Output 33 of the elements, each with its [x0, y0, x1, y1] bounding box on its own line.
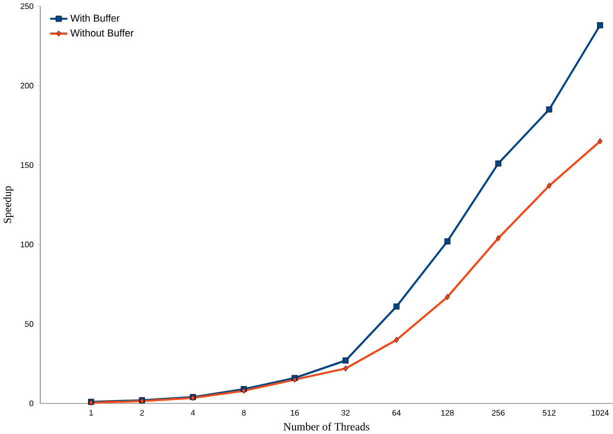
y-tick-label: 250: [20, 3, 34, 10]
point: [394, 336, 399, 343]
x-tick-label: 256: [492, 410, 505, 416]
point: [444, 238, 450, 244]
point: [342, 358, 349, 364]
point: [445, 294, 450, 300]
point: [597, 22, 604, 28]
y-tick-label: 150: [20, 162, 34, 168]
point: [495, 160, 502, 167]
legend-label: Without Buffer: [70, 29, 134, 37]
y-axis-title: Speedup: [3, 186, 14, 224]
point: [343, 366, 348, 372]
x-tick-label: 128: [441, 410, 454, 416]
y-tick-label: 100: [20, 242, 34, 248]
y-tick-label: 50: [25, 321, 34, 327]
x-tick-label: 64: [392, 410, 401, 416]
x-axis-title: Number of Threads: [284, 422, 370, 431]
x-tick-label: 512: [542, 410, 556, 416]
x-tick-label: 8: [242, 410, 246, 416]
y-tick-label: 200: [20, 82, 34, 89]
point: [546, 182, 552, 189]
legend-label: With Buffer: [70, 14, 120, 22]
y-tick-label: 0: [30, 400, 34, 406]
point: [496, 235, 501, 242]
x-tick-label: 32: [341, 410, 350, 416]
x-tick-label: 4: [190, 410, 195, 416]
point: [393, 304, 400, 310]
point: [546, 106, 552, 113]
x-tick-label: 2: [140, 410, 144, 416]
x-tick-label: 16: [290, 410, 299, 416]
x-tick-label: 1024: [592, 410, 609, 416]
point: [598, 138, 602, 144]
x-tick-label: 1: [89, 410, 93, 416]
